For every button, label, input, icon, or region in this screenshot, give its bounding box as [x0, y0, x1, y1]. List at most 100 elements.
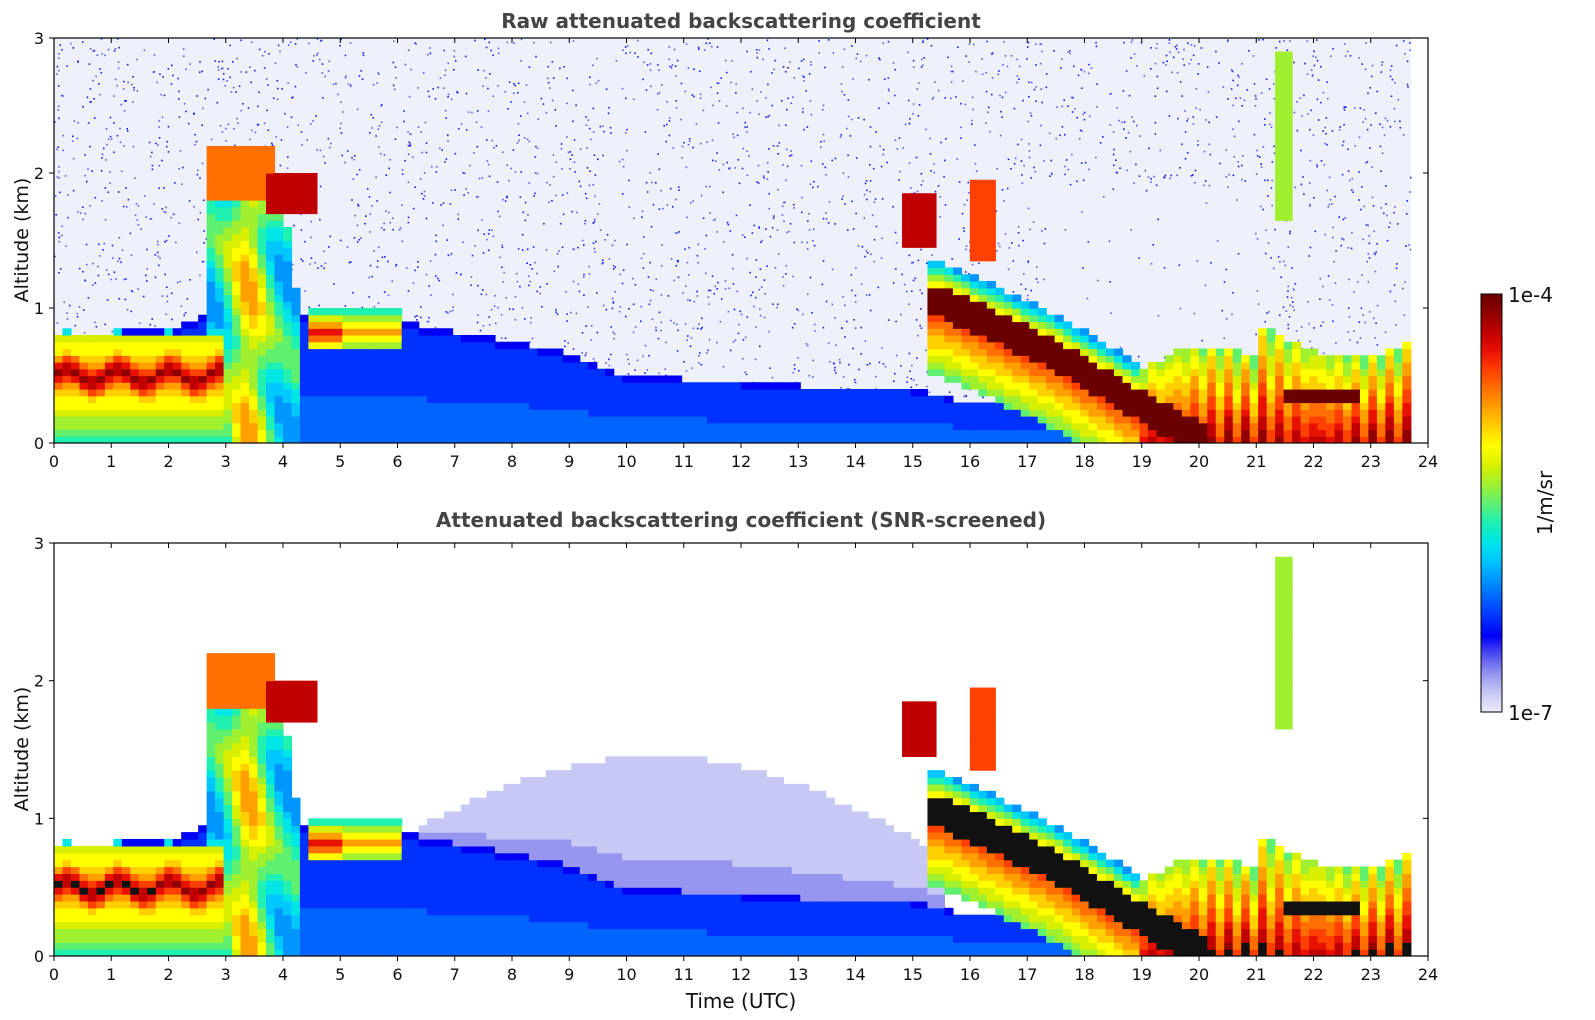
noise-pixel — [767, 83, 769, 86]
heatmap-cell — [249, 213, 259, 221]
noise-pixel — [300, 229, 303, 231]
noise-pixel — [827, 222, 830, 224]
heatmap-cell — [257, 254, 267, 262]
noise-pixel — [403, 110, 405, 112]
noise-pixel — [227, 67, 229, 70]
heatmap-cell — [944, 395, 954, 404]
heatmap-cell — [376, 341, 386, 350]
heatmap-cell — [206, 328, 216, 336]
heatmap-cell — [825, 395, 835, 404]
heatmap-cell — [130, 402, 140, 410]
noise-pixel — [735, 214, 738, 217]
noise-pixel — [1271, 161, 1274, 163]
noise-pixel — [894, 231, 897, 234]
heatmap-cell — [198, 416, 208, 424]
noise-pixel — [383, 229, 385, 231]
noise-pixel — [572, 40, 575, 42]
noise-pixel — [387, 294, 390, 297]
heatmap-cell — [537, 362, 547, 370]
heatmap-cell — [240, 186, 250, 194]
noise-pixel — [629, 51, 631, 54]
noise-pixel — [1347, 331, 1350, 333]
heatmap-cell — [494, 341, 505, 350]
heatmap-cell — [249, 233, 259, 242]
noise-pixel — [65, 245, 67, 247]
noise-pixel — [1275, 47, 1277, 49]
heatmap-cell — [902, 213, 912, 221]
heatmap-cell — [783, 436, 793, 443]
noise-pixel — [788, 230, 790, 233]
noise-pixel — [1402, 40, 1405, 42]
noise-pixel — [518, 139, 520, 142]
heatmap-cell — [935, 362, 946, 370]
noise-pixel — [863, 118, 865, 121]
heatmap-cell — [571, 436, 581, 443]
heatmap-cell — [299, 395, 309, 404]
noise-pixel — [996, 250, 998, 252]
noise-pixel — [1176, 72, 1179, 74]
noise-pixel — [529, 264, 532, 266]
noise-pixel — [785, 148, 788, 151]
heatmap-cell — [384, 321, 394, 329]
noise-pixel — [1110, 92, 1112, 95]
heatmap-cell — [427, 362, 437, 370]
heatmap-cell — [893, 422, 903, 431]
heatmap-cell — [494, 409, 505, 417]
noise-pixel — [1018, 244, 1020, 247]
noise-pixel — [1204, 284, 1207, 287]
heatmap-cell — [240, 294, 250, 302]
noise-pixel — [480, 293, 483, 296]
noise-pixel — [167, 68, 170, 70]
noise-pixel — [947, 56, 949, 59]
noise-pixel — [1269, 123, 1271, 126]
noise-pixel — [1386, 214, 1388, 217]
heatmap-cell — [562, 355, 572, 363]
noise-pixel — [179, 280, 181, 283]
heatmap-cell — [87, 341, 97, 350]
noise-pixel — [201, 162, 204, 165]
heatmap-cell — [401, 422, 411, 431]
noise-pixel — [960, 126, 962, 129]
noise-pixel — [1257, 303, 1260, 305]
heatmap-cell — [1020, 368, 1030, 377]
noise-pixel — [757, 182, 760, 184]
noise-pixel — [450, 189, 453, 192]
heatmap-cell — [249, 436, 259, 443]
noise-pixel — [101, 157, 103, 159]
heatmap-cell — [562, 422, 572, 431]
noise-pixel — [847, 115, 850, 118]
noise-pixel — [520, 171, 522, 173]
heatmap-cell — [503, 362, 513, 370]
heatmap-cell — [104, 389, 114, 397]
noise-pixel — [926, 38, 929, 40]
heatmap-cell — [333, 382, 343, 390]
noise-pixel — [1332, 47, 1334, 50]
heatmap-cell — [418, 409, 428, 417]
heatmap-cell — [605, 382, 615, 390]
noise-pixel — [660, 321, 663, 324]
noise-pixel — [744, 236, 746, 238]
noise-pixel — [183, 103, 186, 105]
noise-pixel — [1221, 309, 1224, 312]
noise-pixel — [500, 337, 503, 339]
noise-pixel — [887, 319, 890, 321]
heatmap-cell — [1012, 375, 1022, 383]
heatmap-cell — [257, 362, 267, 370]
noise-pixel — [1320, 325, 1322, 327]
heatmap-cell — [1020, 335, 1030, 343]
heatmap-cell — [130, 395, 140, 404]
noise-pixel — [131, 83, 133, 86]
heatmap-cell — [554, 429, 564, 437]
noise-pixel — [818, 52, 820, 54]
heatmap-cell — [851, 416, 861, 424]
noise-pixel — [1156, 43, 1158, 45]
noise-pixel — [116, 134, 119, 137]
heatmap-cell — [198, 389, 208, 397]
heatmap-cell — [842, 429, 852, 437]
noise-pixel — [105, 269, 108, 271]
noise-pixel — [668, 65, 671, 68]
heatmap-cell — [800, 395, 810, 404]
noise-pixel — [999, 94, 1001, 97]
noise-pixel — [812, 186, 814, 189]
noise-pixel — [127, 198, 130, 201]
